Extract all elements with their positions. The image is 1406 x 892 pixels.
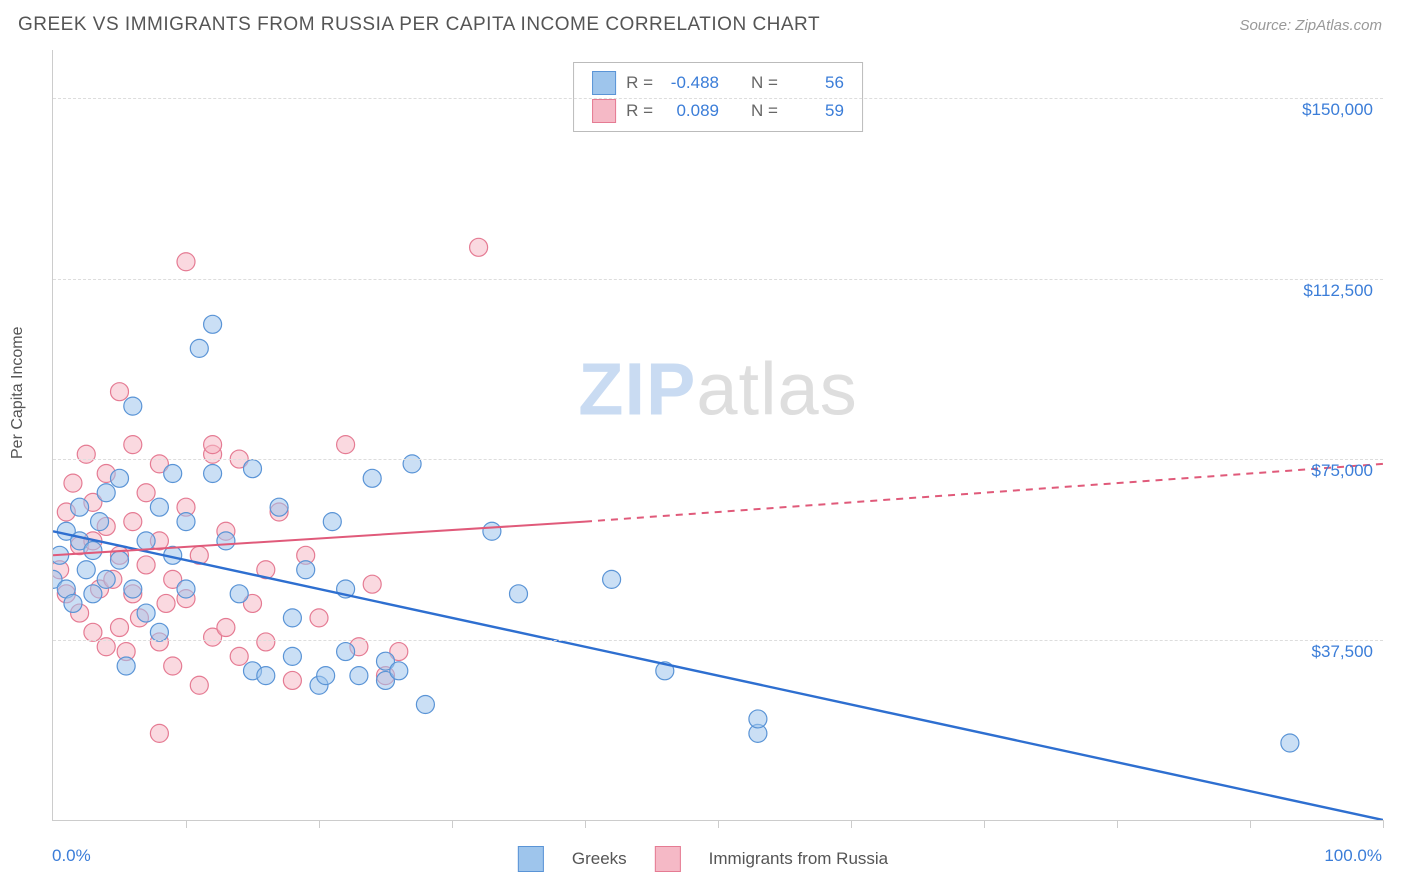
y-tick-label: $112,500	[1303, 281, 1373, 301]
gridline	[53, 459, 1383, 460]
stats-row-greeks: R = -0.488 N = 56	[592, 69, 844, 97]
x-tick	[718, 820, 719, 828]
series-legend: Greeks Immigrants from Russia	[518, 846, 888, 872]
swatch-greeks	[592, 71, 616, 95]
x-tick	[851, 820, 852, 828]
gridline	[53, 98, 1383, 99]
y-tick-label: $75,000	[1312, 461, 1373, 481]
x-tick	[319, 820, 320, 828]
x-tick	[984, 820, 985, 828]
legend-swatch-greeks	[518, 846, 544, 872]
scatter-svg	[53, 50, 1383, 820]
y-axis-label: Per Capita Income	[9, 326, 27, 459]
n-label: N =	[751, 73, 778, 93]
gridline	[53, 279, 1383, 280]
source-label: Source: ZipAtlas.com	[1239, 17, 1382, 34]
x-axis-max-label: 100.0%	[1324, 846, 1382, 866]
n-value-russia: 59	[788, 101, 844, 121]
chart-title: GREEK VS IMMIGRANTS FROM RUSSIA PER CAPI…	[18, 14, 820, 36]
x-tick	[452, 820, 453, 828]
r-label: R =	[626, 101, 653, 121]
stats-row-russia: R = 0.089 N = 59	[592, 97, 844, 125]
legend-label-greeks: Greeks	[572, 849, 627, 869]
x-axis-min-label: 0.0%	[52, 846, 91, 866]
x-tick	[585, 820, 586, 828]
y-tick-label: $37,500	[1312, 642, 1373, 662]
n-label: N =	[751, 101, 778, 121]
swatch-russia	[592, 99, 616, 123]
gridline	[53, 640, 1383, 641]
r-value-russia: 0.089	[663, 101, 719, 121]
chart-plot-area: ZIPatlas R = -0.488 N = 56 R = 0.089 N =…	[52, 50, 1383, 821]
y-tick-label: $150,000	[1302, 100, 1373, 120]
x-tick	[186, 820, 187, 828]
legend-label-russia: Immigrants from Russia	[709, 849, 888, 869]
x-tick	[1383, 820, 1384, 828]
r-label: R =	[626, 73, 653, 93]
x-tick	[1117, 820, 1118, 828]
stats-legend-box: R = -0.488 N = 56 R = 0.089 N = 59	[573, 62, 863, 132]
n-value-greeks: 56	[788, 73, 844, 93]
legend-swatch-russia	[655, 846, 681, 872]
x-tick	[1250, 820, 1251, 828]
r-value-greeks: -0.488	[663, 73, 719, 93]
